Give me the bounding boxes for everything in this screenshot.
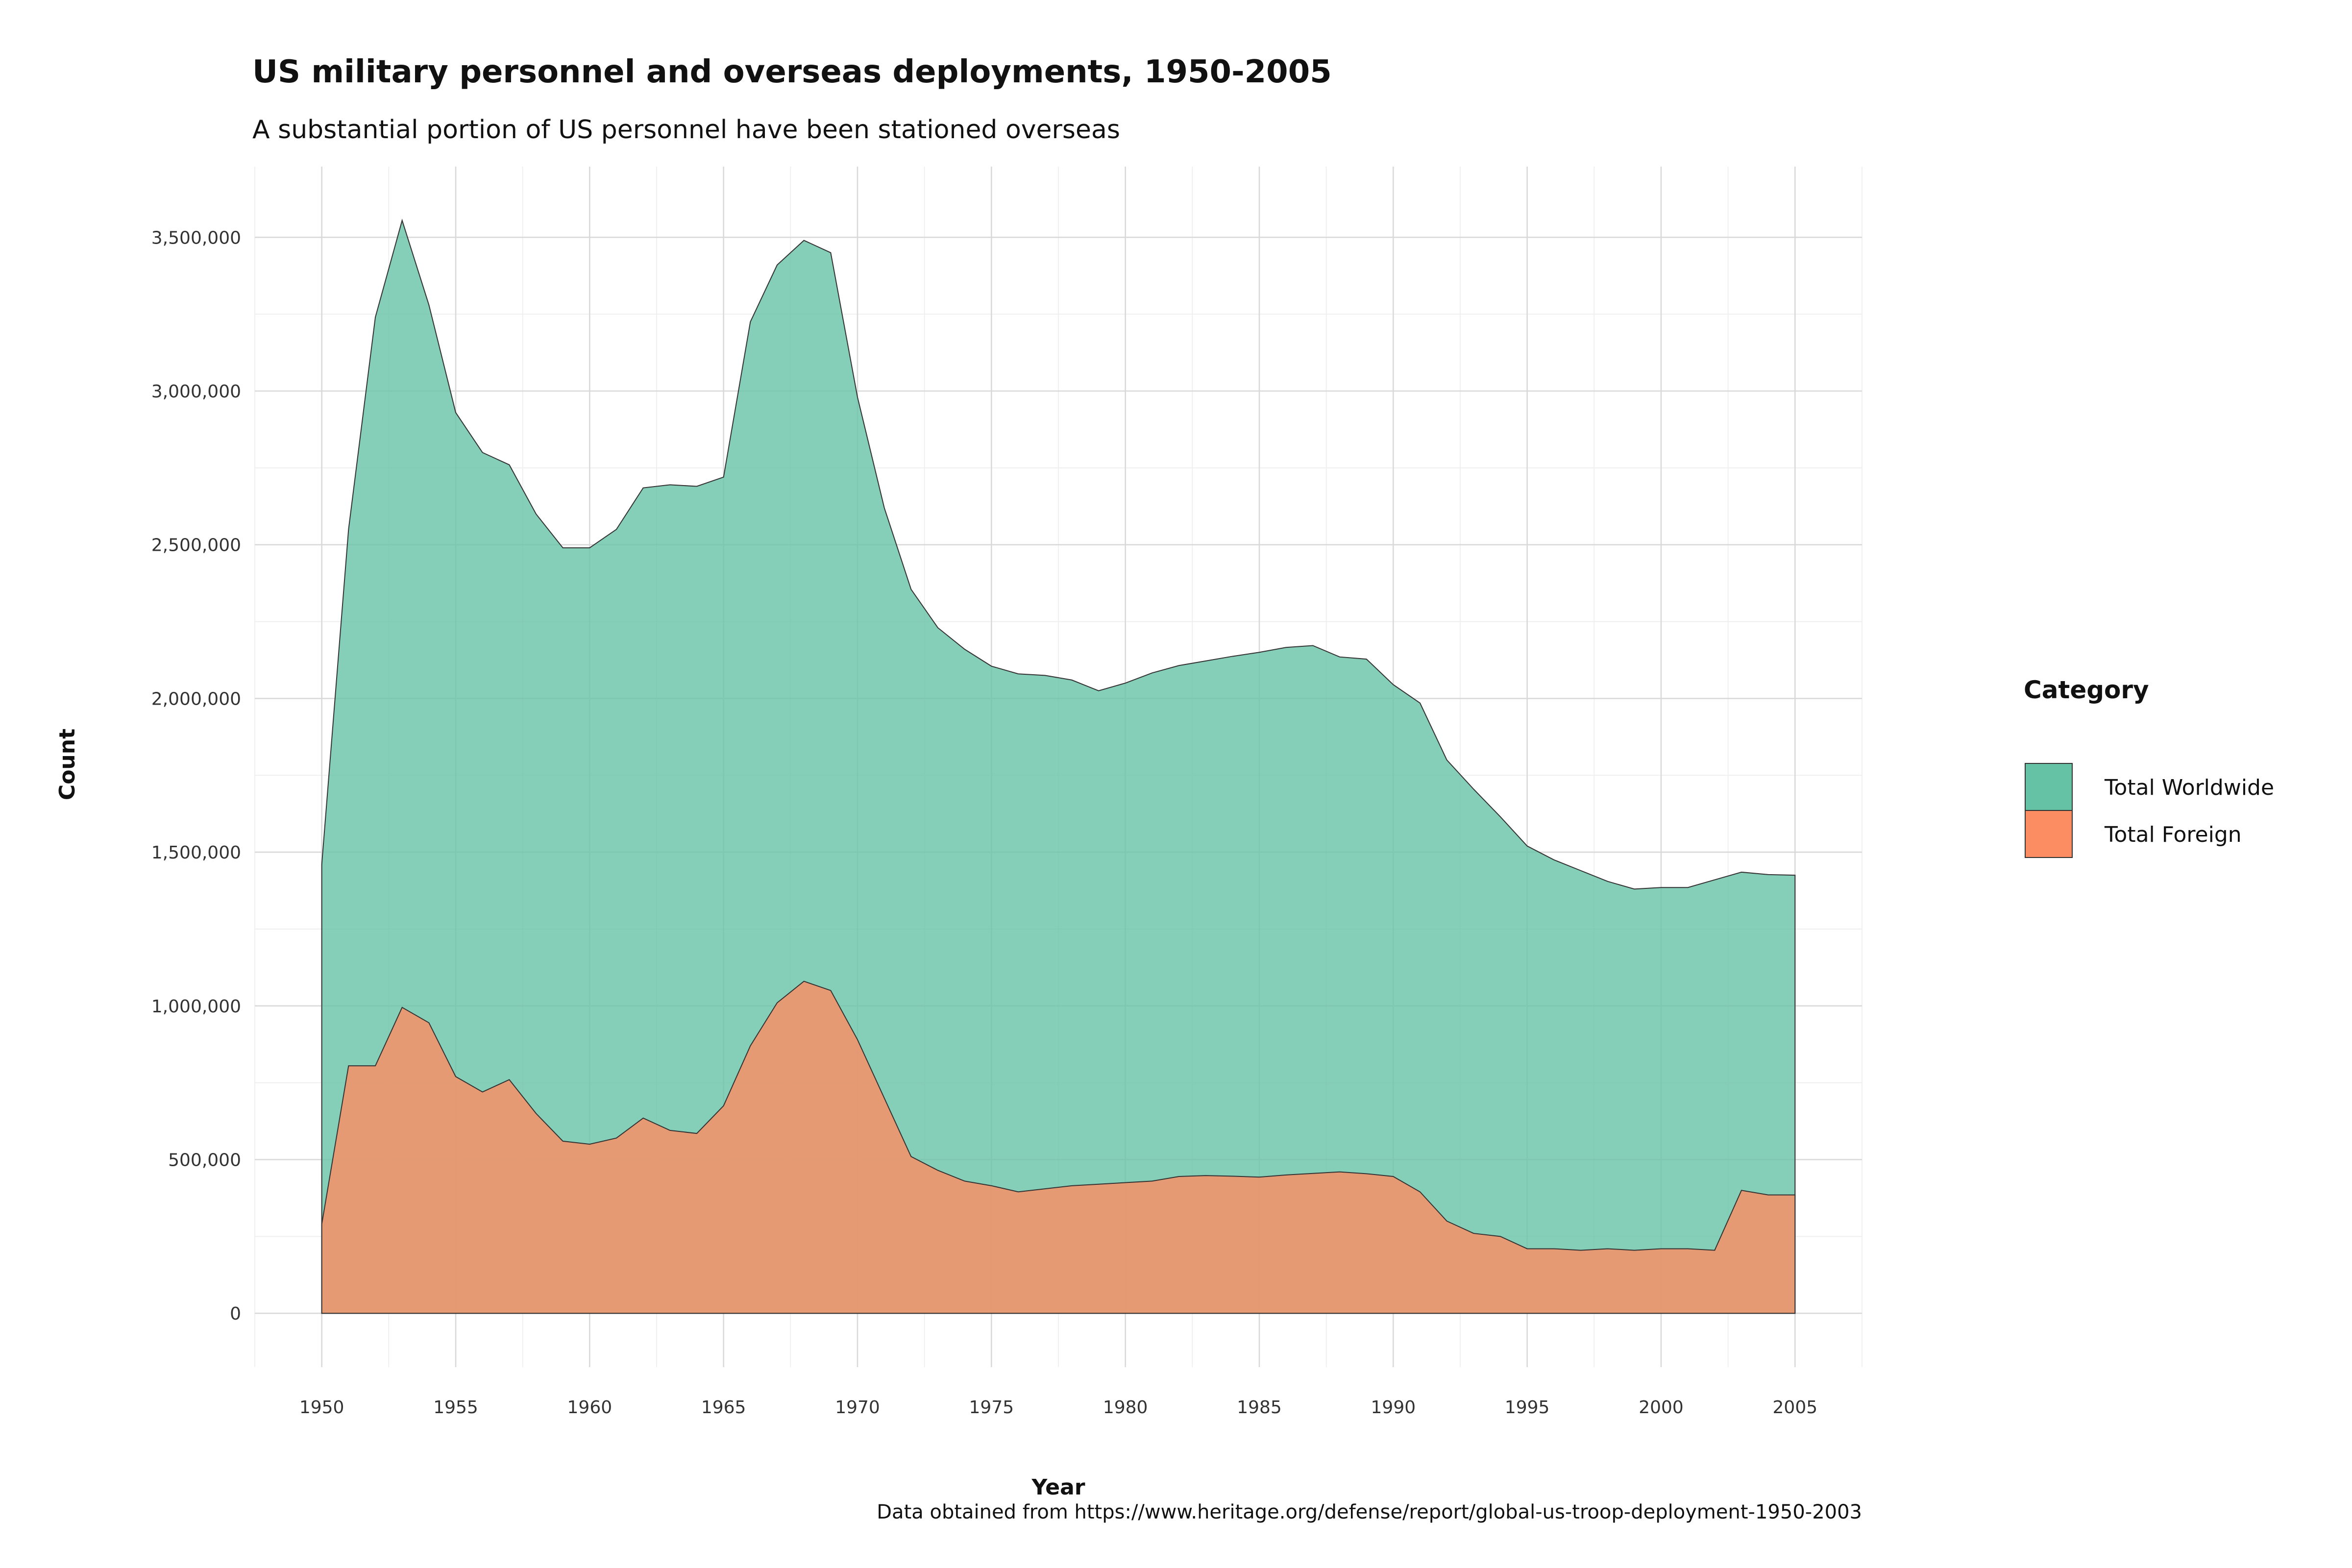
chart-subtitle: A substantial portion of US personnel ha… bbox=[252, 115, 1120, 145]
x-tick-label: 1955 bbox=[433, 1397, 478, 1418]
y-tick-label: 2,000,000 bbox=[151, 689, 241, 709]
x-tick-label: 1965 bbox=[701, 1397, 746, 1418]
legend-title: Category bbox=[2024, 676, 2149, 704]
y-tick-label: 500,000 bbox=[168, 1151, 241, 1171]
x-tick-label: 1995 bbox=[1505, 1397, 1550, 1418]
x-tick-label: 1985 bbox=[1237, 1397, 1282, 1418]
x-tick-label: 1980 bbox=[1103, 1397, 1148, 1418]
x-axis-tick-labels: 1950 1955 1960 1965 1970 1975 1980 1985 1990 1995… bbox=[299, 1397, 1817, 1418]
x-tick-label: 1990 bbox=[1371, 1397, 1416, 1418]
x-tick-label: 2000 bbox=[1639, 1397, 1684, 1418]
x-tick-label: 1975 bbox=[969, 1397, 1014, 1418]
y-tick-label: 3,500,000 bbox=[151, 228, 241, 248]
x-tick-label: 1970 bbox=[835, 1397, 880, 1418]
y-tick-label: 1,000,000 bbox=[151, 997, 241, 1017]
y-tick-label: 2,500,000 bbox=[151, 536, 241, 556]
x-tick-label: 1950 bbox=[299, 1397, 344, 1418]
y-axis-tick-labels: 0 500,000 1,000,000 1,500,000 2,000,000 2,500… bbox=[151, 228, 241, 1324]
area-total-worldwide bbox=[321, 219, 1796, 1314]
legend-swatch-total-foreign bbox=[2025, 810, 2073, 858]
x-tick-label: 2005 bbox=[1773, 1397, 1818, 1418]
legend: Category Total Worldwide Total Foreign bbox=[2024, 676, 2274, 858]
area-total-foreign bbox=[321, 980, 1796, 1314]
x-tick-label: 1960 bbox=[567, 1397, 612, 1418]
legend-label-total-foreign: Total Foreign bbox=[2104, 822, 2242, 847]
y-axis-title: Count bbox=[55, 729, 80, 800]
y-tick-label: 1,500,000 bbox=[151, 843, 241, 863]
x-axis-title: Year bbox=[1031, 1475, 1085, 1500]
legend-swatch-total-worldwide bbox=[2025, 763, 2073, 811]
y-tick-label: 3,000,000 bbox=[151, 382, 241, 402]
legend-label-total-worldwide: Total Worldwide bbox=[2104, 775, 2274, 800]
y-tick-label: 0 bbox=[230, 1304, 241, 1324]
chart-caption: Data obtained from https://www.heritage.… bbox=[877, 1501, 1862, 1523]
area-series-group bbox=[321, 219, 1796, 1314]
chart-title: US military personnel and overseas deplo… bbox=[252, 54, 1332, 90]
